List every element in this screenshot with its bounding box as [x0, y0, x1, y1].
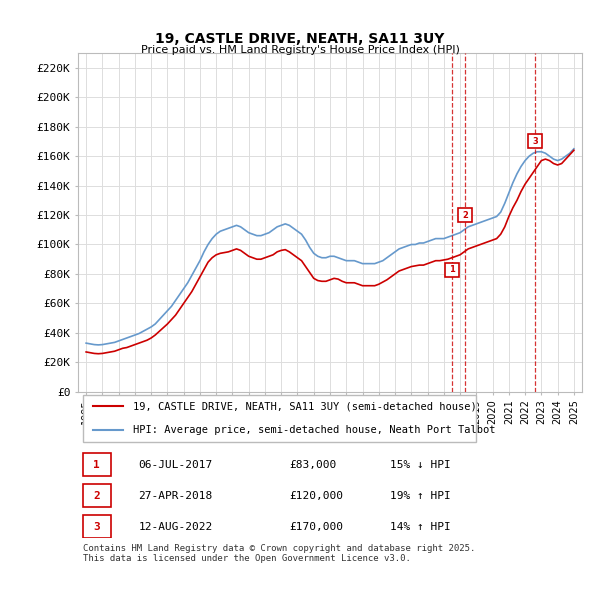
- FancyBboxPatch shape: [83, 515, 111, 539]
- Text: 19, CASTLE DRIVE, NEATH, SA11 3UY: 19, CASTLE DRIVE, NEATH, SA11 3UY: [155, 32, 445, 47]
- Text: 19% ↑ HPI: 19% ↑ HPI: [391, 491, 451, 501]
- Text: £83,000: £83,000: [290, 460, 337, 470]
- Text: 3: 3: [532, 137, 538, 146]
- Text: £170,000: £170,000: [290, 522, 344, 532]
- Text: £120,000: £120,000: [290, 491, 344, 501]
- Text: 1: 1: [93, 460, 100, 470]
- Text: 2: 2: [93, 491, 100, 501]
- Text: 06-JUL-2017: 06-JUL-2017: [139, 460, 213, 470]
- Text: 3: 3: [93, 522, 100, 532]
- Text: HPI: Average price, semi-detached house, Neath Port Talbot: HPI: Average price, semi-detached house,…: [133, 425, 496, 435]
- Text: 19, CASTLE DRIVE, NEATH, SA11 3UY (semi-detached house): 19, CASTLE DRIVE, NEATH, SA11 3UY (semi-…: [133, 401, 477, 411]
- Text: 2: 2: [463, 211, 468, 219]
- FancyBboxPatch shape: [83, 395, 476, 442]
- Text: 12-AUG-2022: 12-AUG-2022: [139, 522, 213, 532]
- FancyBboxPatch shape: [83, 484, 111, 507]
- Text: 27-APR-2018: 27-APR-2018: [139, 491, 213, 501]
- Text: 1: 1: [449, 265, 455, 274]
- Text: Price paid vs. HM Land Registry's House Price Index (HPI): Price paid vs. HM Land Registry's House …: [140, 45, 460, 55]
- FancyBboxPatch shape: [83, 453, 111, 476]
- Text: 14% ↑ HPI: 14% ↑ HPI: [391, 522, 451, 532]
- Text: Contains HM Land Registry data © Crown copyright and database right 2025.
This d: Contains HM Land Registry data © Crown c…: [83, 543, 475, 563]
- Text: 15% ↓ HPI: 15% ↓ HPI: [391, 460, 451, 470]
